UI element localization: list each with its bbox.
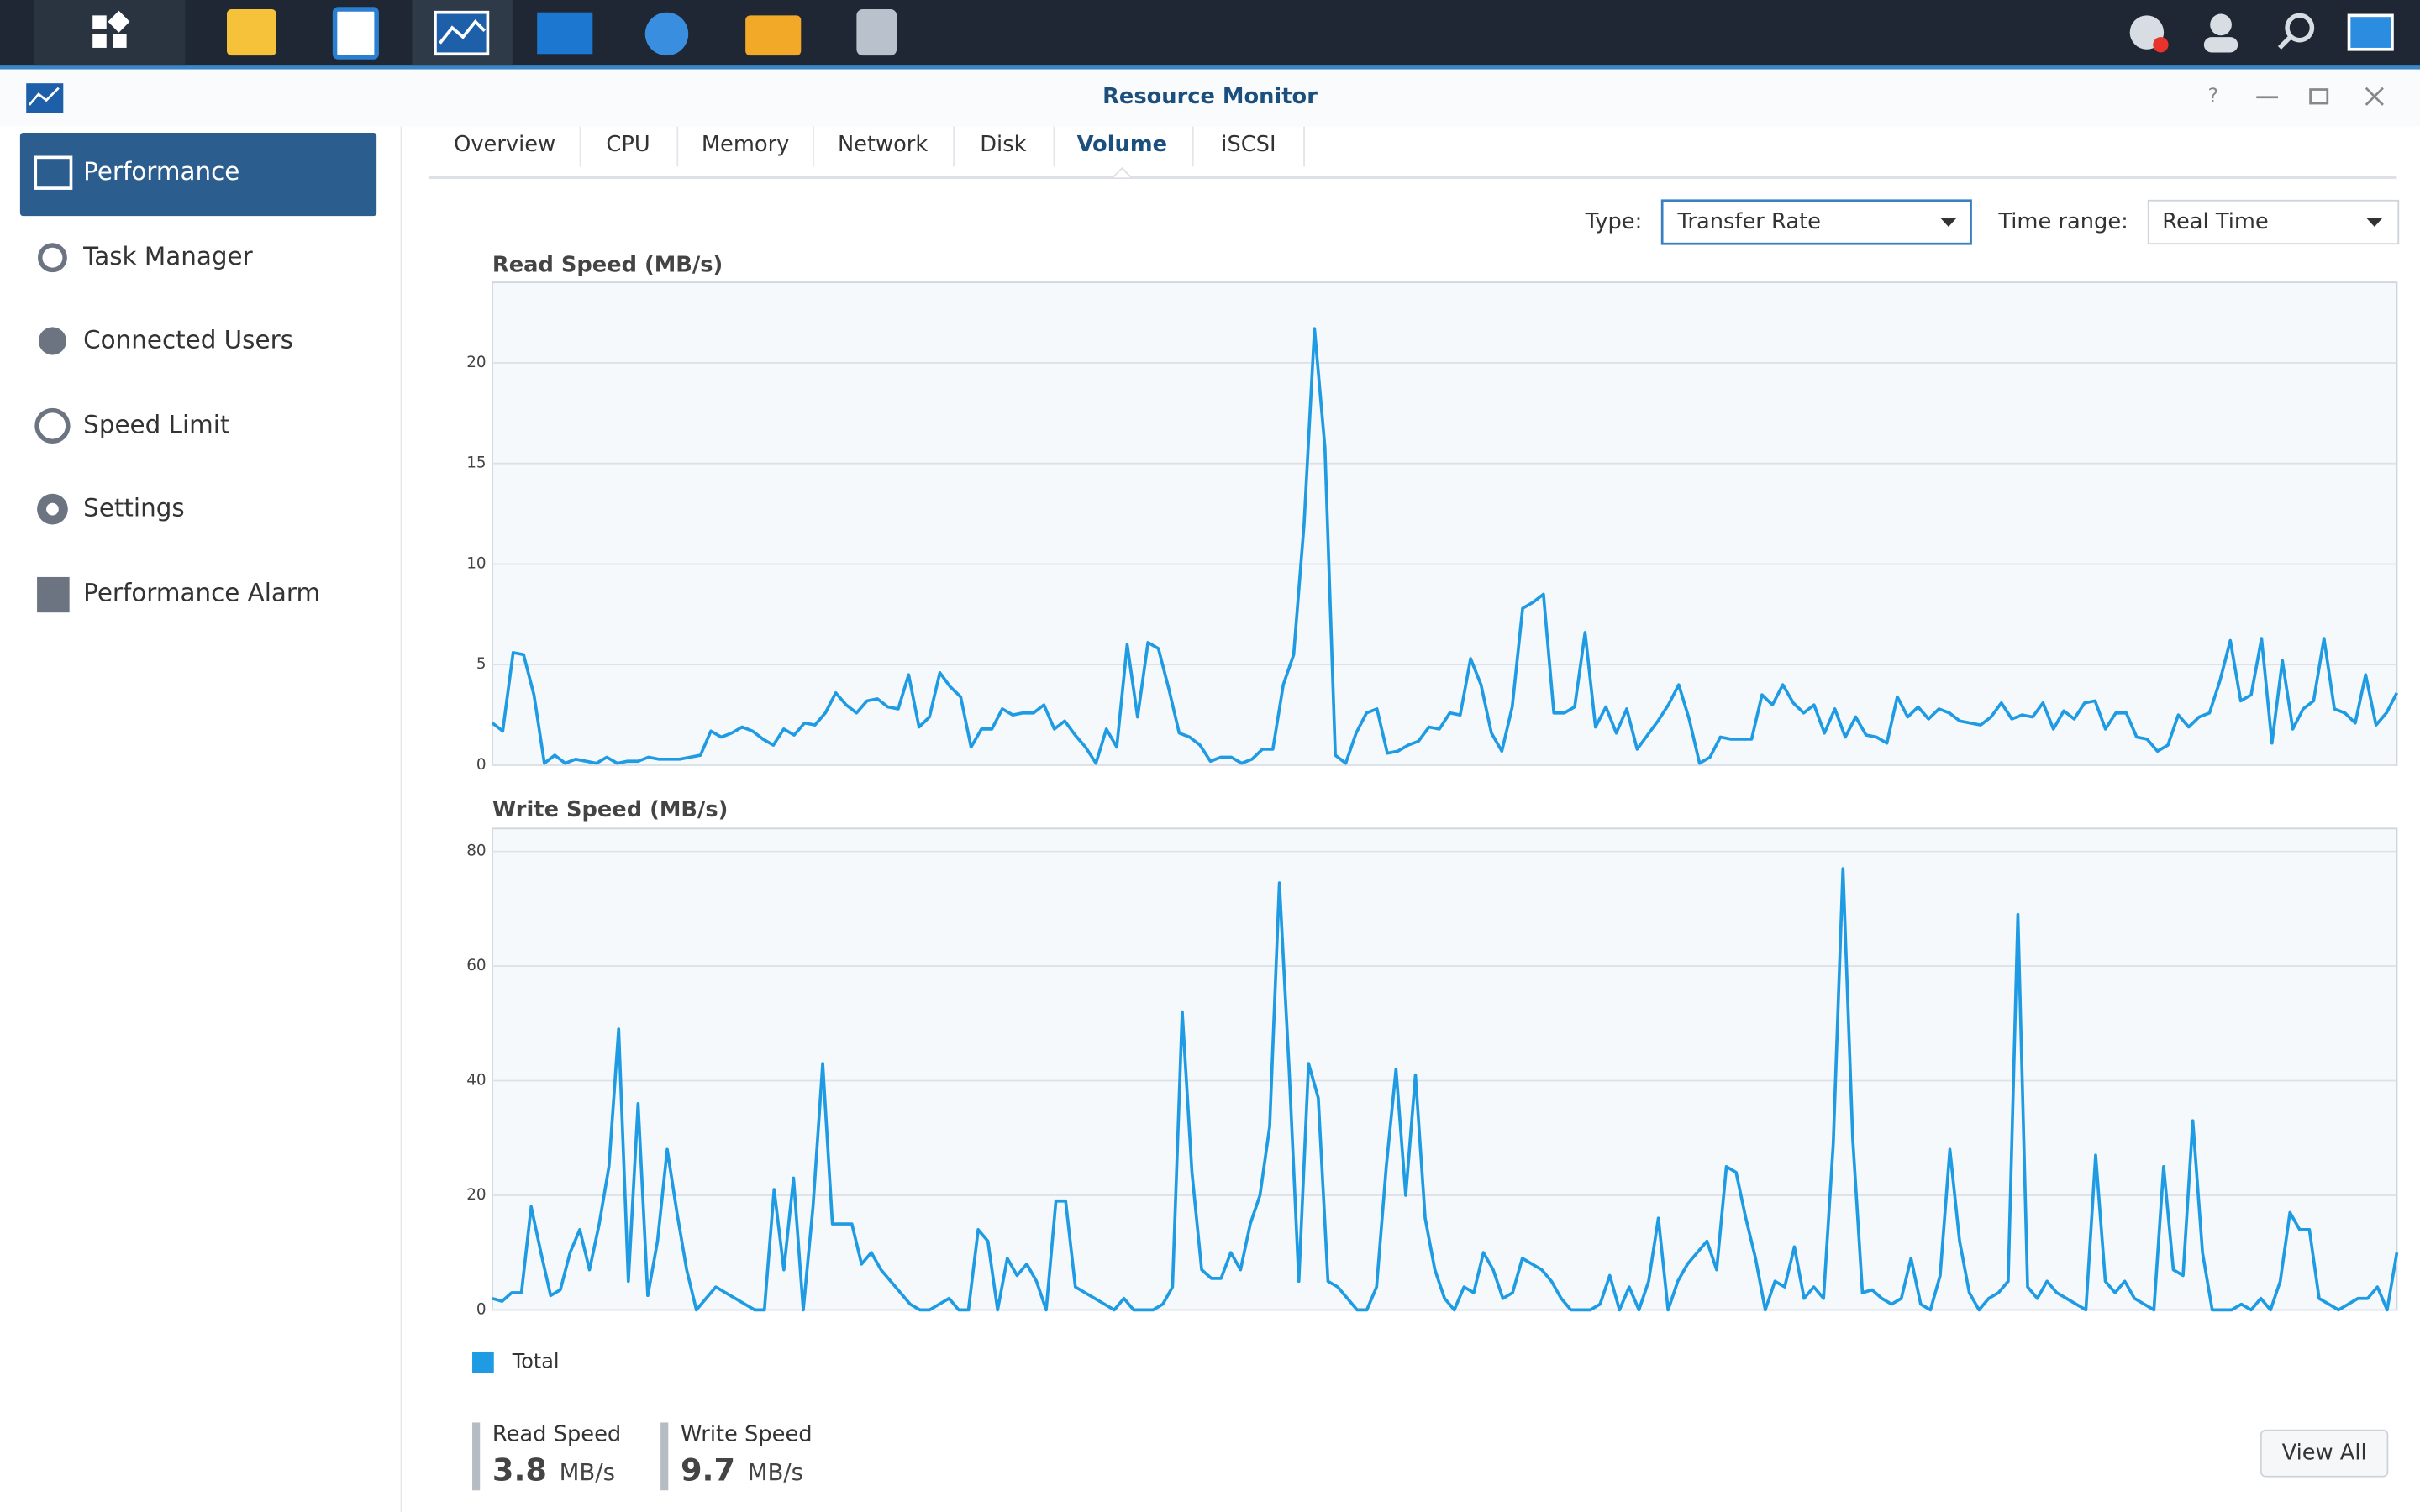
summary-value: 9.7 (681, 1452, 735, 1488)
taskbar-edge (0, 65, 2420, 70)
dropdown-arrow (2365, 217, 2383, 227)
search-icon (2277, 35, 2292, 50)
sidebar-item[interactable]: Task Manager (82, 242, 253, 270)
icon (92, 15, 107, 29)
y-tick-label: 20 (466, 354, 486, 371)
summary-unit: MB/s (748, 1459, 803, 1486)
icon (108, 10, 130, 33)
tab[interactable]: CPU (606, 132, 650, 157)
y-tick-label: 40 (466, 1072, 486, 1089)
chart-title: Read Speed (MB/s) (492, 252, 723, 277)
type-value: Transfer Rate (1677, 209, 1821, 234)
icon (46, 502, 59, 516)
sidebar (0, 126, 402, 1512)
user-icon (2203, 37, 2238, 53)
dropdown-arrow (1939, 217, 1957, 227)
plot-area (492, 827, 2398, 1311)
app-icon[interactable] (856, 9, 897, 56)
range-value: Real Time (2162, 209, 2268, 234)
range-select[interactable] (2147, 199, 2400, 245)
icon (113, 34, 127, 48)
plot-area (492, 281, 2398, 766)
main-menu-button[interactable] (34, 0, 186, 66)
taskbar (0, 0, 2420, 68)
tab[interactable]: iSCSI (1221, 132, 1276, 157)
y-tick-label: 0 (476, 756, 487, 774)
tab[interactable]: Volume (1077, 132, 1167, 157)
sidebar-item[interactable]: Speed Limit (83, 410, 229, 438)
view-all-button[interactable] (2260, 1429, 2389, 1478)
maximize-button[interactable] (2309, 88, 2329, 105)
close-button[interactable] (2365, 87, 2384, 106)
search-icon[interactable] (2285, 13, 2315, 43)
app-icon[interactable] (332, 7, 379, 60)
sidebar-item[interactable]: Connected Users (83, 325, 293, 354)
y-tick-label: 5 (476, 655, 487, 673)
legend-swatch (472, 1351, 494, 1373)
summary-value: 3.8 (492, 1452, 547, 1488)
sidebar-icons (34, 155, 73, 613)
icon (34, 155, 73, 190)
window-title: Resource Monitor (1102, 84, 1318, 109)
legend-label: Total (512, 1349, 560, 1373)
notification-badge (2153, 37, 2169, 53)
y-tick-label: 80 (466, 843, 486, 860)
y-tick-label: 60 (466, 957, 486, 974)
y-tick-label: 10 (466, 554, 486, 572)
icon (28, 87, 60, 106)
widgets-icon[interactable] (2347, 13, 2394, 51)
summary-bar (472, 1422, 481, 1491)
window-header (0, 69, 2420, 127)
user-icon[interactable] (2210, 13, 2232, 36)
icon (92, 34, 107, 48)
chart-title: Write Speed (MB/s) (492, 797, 729, 822)
summary-unit: MB/s (560, 1459, 615, 1486)
summary-label: Write Speed (681, 1422, 813, 1447)
app-icon[interactable] (644, 12, 689, 56)
tab[interactable]: Network (838, 132, 928, 157)
sidebar-item[interactable]: Performance (83, 157, 239, 186)
app-icon[interactable] (227, 9, 276, 56)
icon (34, 407, 71, 444)
icon (37, 576, 70, 613)
type-label: Type: (1585, 209, 1643, 234)
y-tick-label: 20 (466, 1186, 486, 1204)
app-icon[interactable] (745, 15, 802, 56)
tab[interactable]: Disk (980, 132, 1026, 157)
sidebar-item[interactable]: Performance Alarm (83, 579, 320, 607)
summary-label: Read Speed (492, 1422, 621, 1447)
app-icon[interactable] (537, 12, 593, 55)
series-line (491, 327, 2399, 765)
view-all-label: View All (2282, 1441, 2367, 1466)
icon (439, 18, 487, 45)
type-select[interactable] (1660, 199, 1972, 245)
icon (38, 243, 67, 273)
sidebar-selected (19, 132, 377, 217)
range-label: Time range: (1997, 209, 2128, 234)
summary-bar (660, 1422, 669, 1491)
tab[interactable]: Memory (702, 132, 790, 157)
app-icon[interactable] (434, 10, 490, 56)
series-line (492, 867, 2399, 1312)
tab-pointer (1112, 166, 1132, 178)
y-tick-label: 0 (476, 1300, 487, 1318)
help-button[interactable]: ? (2208, 84, 2219, 108)
tab[interactable]: Overview (454, 132, 555, 157)
y-tick-label: 15 (466, 454, 486, 472)
sidebar-item[interactable]: Settings (83, 494, 184, 522)
icon (38, 327, 66, 355)
